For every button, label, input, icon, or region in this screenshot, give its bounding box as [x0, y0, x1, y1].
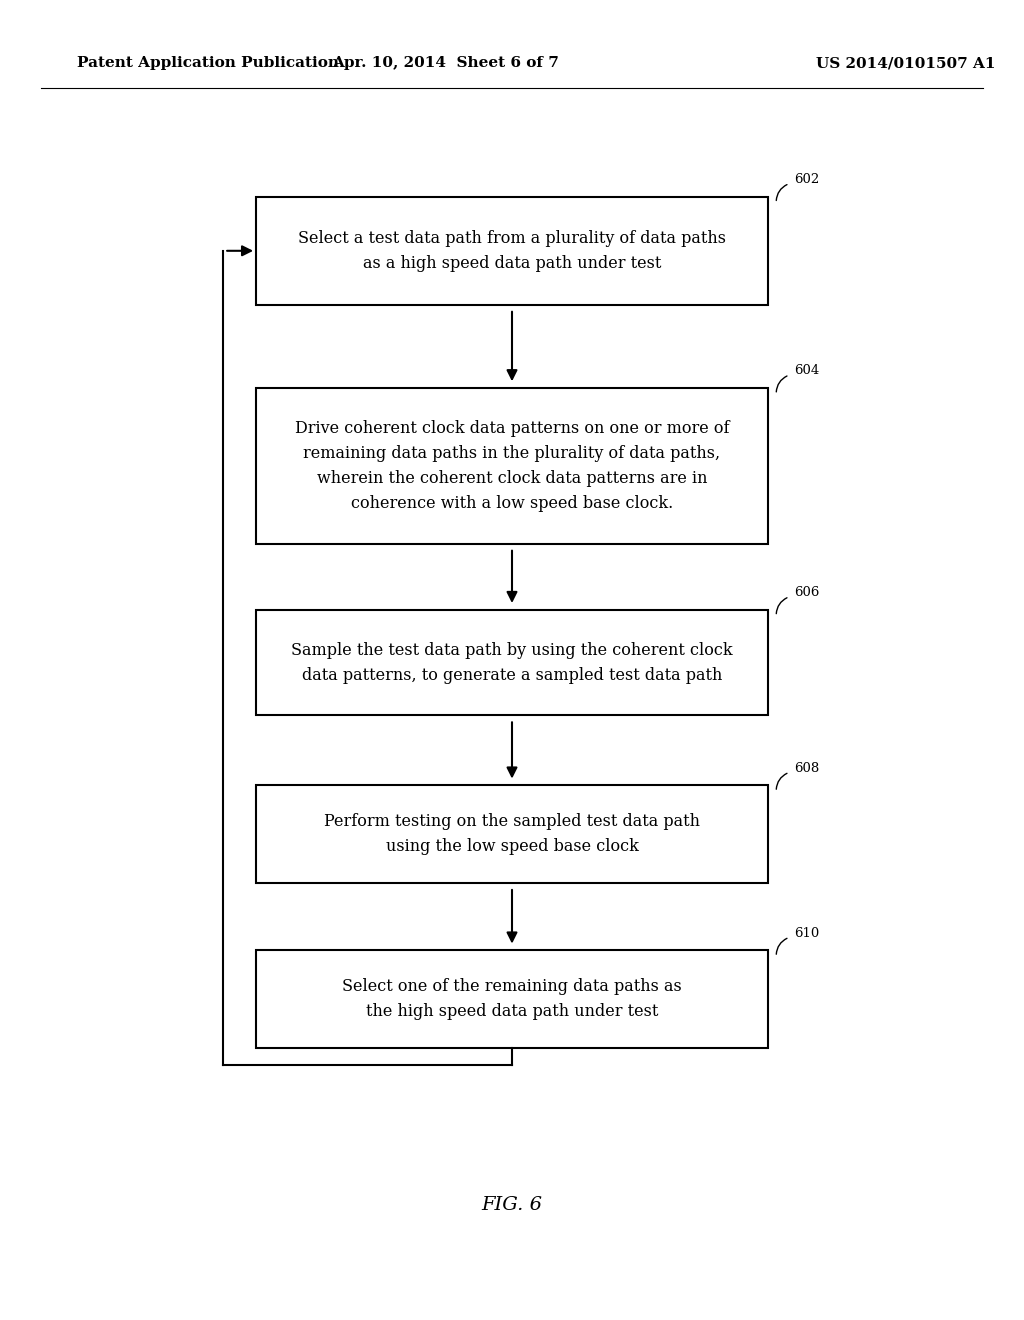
Text: FIG. 6: FIG. 6: [481, 1196, 543, 1214]
Text: US 2014/0101507 A1: US 2014/0101507 A1: [816, 57, 996, 70]
Text: Apr. 10, 2014  Sheet 6 of 7: Apr. 10, 2014 Sheet 6 of 7: [332, 57, 559, 70]
Bar: [256, 610, 768, 715]
Text: Sample the test data path by using the coherent clock
data patterns, to generate: Sample the test data path by using the c…: [291, 642, 733, 684]
Text: Patent Application Publication: Patent Application Publication: [77, 57, 339, 70]
Bar: [256, 785, 768, 883]
Bar: [256, 388, 768, 544]
Bar: [256, 950, 768, 1048]
Text: 602: 602: [795, 173, 820, 186]
Text: Select a test data path from a plurality of data paths
as a high speed data path: Select a test data path from a plurality…: [298, 230, 726, 272]
Text: Perform testing on the sampled test data path
using the low speed base clock: Perform testing on the sampled test data…: [324, 813, 700, 855]
Bar: [256, 197, 768, 305]
Text: Select one of the remaining data paths as
the high speed data path under test: Select one of the remaining data paths a…: [342, 978, 682, 1020]
Text: Drive coherent clock data patterns on one or more of
remaining data paths in the: Drive coherent clock data patterns on on…: [295, 420, 729, 512]
Text: 604: 604: [795, 364, 820, 378]
Text: 606: 606: [795, 586, 820, 599]
Text: 610: 610: [795, 927, 820, 940]
Text: 608: 608: [795, 762, 820, 775]
